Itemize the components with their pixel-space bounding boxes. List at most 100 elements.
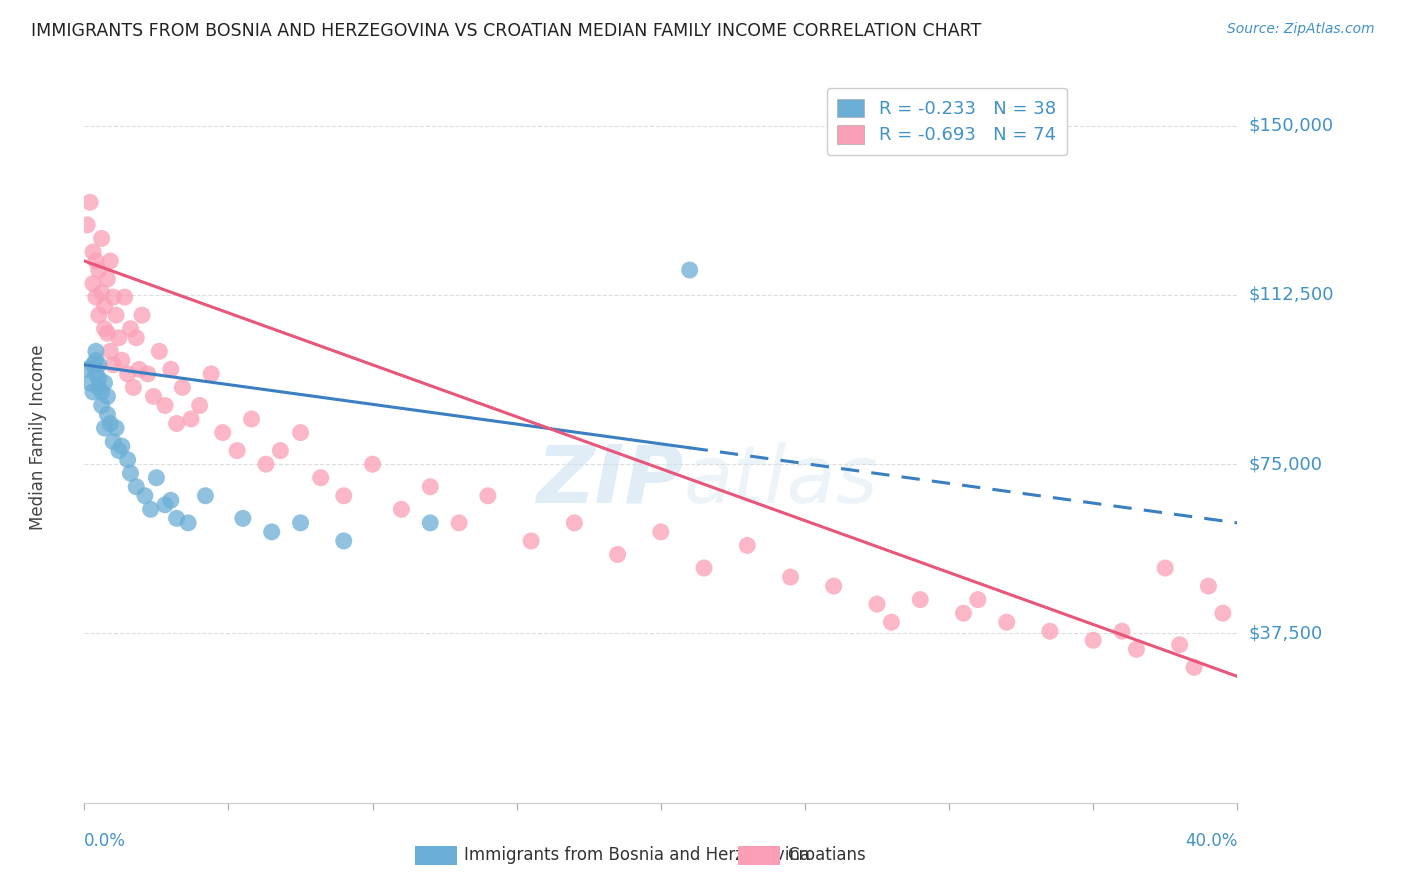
Point xyxy=(142,389,165,403)
Point xyxy=(477,489,499,503)
Point xyxy=(84,367,107,381)
Point xyxy=(117,452,139,467)
Point xyxy=(333,533,356,548)
Point xyxy=(87,358,110,372)
Point xyxy=(82,244,104,259)
Point xyxy=(98,417,121,431)
Point xyxy=(90,285,112,300)
Point xyxy=(269,443,291,458)
Point xyxy=(103,290,124,304)
Point xyxy=(131,308,153,322)
Point xyxy=(606,548,628,562)
Text: 40.0%: 40.0% xyxy=(1185,832,1237,850)
Point xyxy=(1125,642,1147,657)
Point xyxy=(90,231,112,245)
Point xyxy=(880,615,903,630)
Point xyxy=(105,308,128,322)
Point xyxy=(1212,606,1234,620)
Point xyxy=(520,533,543,548)
Point xyxy=(87,263,110,277)
Point xyxy=(111,353,134,368)
Text: atlas: atlas xyxy=(683,442,879,520)
Point xyxy=(679,263,702,277)
Point xyxy=(93,376,115,390)
Point xyxy=(160,362,183,376)
Point xyxy=(120,322,142,336)
Point xyxy=(125,331,148,345)
Point xyxy=(650,524,672,539)
Point xyxy=(866,597,889,611)
Point xyxy=(177,516,200,530)
Point xyxy=(1198,579,1220,593)
Point xyxy=(361,457,384,471)
Point xyxy=(136,367,159,381)
Point xyxy=(134,489,156,503)
Text: $150,000: $150,000 xyxy=(1249,117,1334,135)
Text: 0.0%: 0.0% xyxy=(84,832,127,850)
Point xyxy=(172,380,194,394)
Text: Median Family Income: Median Family Income xyxy=(30,344,48,530)
Point xyxy=(82,358,104,372)
Point xyxy=(111,439,134,453)
Point xyxy=(333,489,356,503)
Point xyxy=(103,358,124,372)
Point xyxy=(117,367,139,381)
Point xyxy=(290,516,312,530)
Point xyxy=(153,399,176,413)
Point xyxy=(449,516,471,530)
Point xyxy=(90,399,112,413)
Text: Croatians: Croatians xyxy=(787,847,866,864)
Point xyxy=(226,443,249,458)
Point xyxy=(145,471,167,485)
Point xyxy=(1111,624,1133,639)
Point xyxy=(76,362,98,376)
Point xyxy=(200,367,222,381)
Point xyxy=(114,290,136,304)
Point xyxy=(166,417,188,431)
Point xyxy=(1083,633,1105,648)
Point xyxy=(98,254,121,268)
Point xyxy=(82,277,104,291)
Point xyxy=(693,561,716,575)
Point xyxy=(952,606,974,620)
Point xyxy=(108,443,131,458)
Point xyxy=(84,344,107,359)
Point xyxy=(564,516,586,530)
Point xyxy=(166,511,188,525)
Point xyxy=(254,457,277,471)
Text: $112,500: $112,500 xyxy=(1249,285,1334,304)
Point xyxy=(153,498,176,512)
Text: ZIP: ZIP xyxy=(537,442,683,520)
Point xyxy=(96,272,118,286)
Text: Immigrants from Bosnia and Herzegovina: Immigrants from Bosnia and Herzegovina xyxy=(464,847,810,864)
Point xyxy=(96,389,118,403)
Text: $37,500: $37,500 xyxy=(1249,624,1323,642)
Point xyxy=(1168,638,1191,652)
Point xyxy=(93,421,115,435)
Point xyxy=(87,380,110,394)
Point xyxy=(419,516,441,530)
Point xyxy=(120,466,142,480)
Point xyxy=(309,471,332,485)
Point xyxy=(391,502,413,516)
Point xyxy=(103,434,124,449)
Point xyxy=(910,592,932,607)
Point xyxy=(995,615,1018,630)
Point xyxy=(108,331,131,345)
Point xyxy=(98,344,121,359)
Point xyxy=(967,592,990,607)
Point xyxy=(419,480,441,494)
Point xyxy=(823,579,845,593)
Point xyxy=(84,353,107,368)
Point xyxy=(1154,561,1177,575)
Point xyxy=(79,376,101,390)
Point xyxy=(194,489,217,503)
Point xyxy=(79,195,101,210)
Legend: R = -0.233   N = 38, R = -0.693   N = 74: R = -0.233 N = 38, R = -0.693 N = 74 xyxy=(827,87,1067,155)
Text: Source: ZipAtlas.com: Source: ZipAtlas.com xyxy=(1227,22,1375,37)
Point xyxy=(87,371,110,385)
Point xyxy=(125,480,148,494)
Point xyxy=(160,493,183,508)
Point xyxy=(139,502,162,516)
Point xyxy=(128,362,150,376)
